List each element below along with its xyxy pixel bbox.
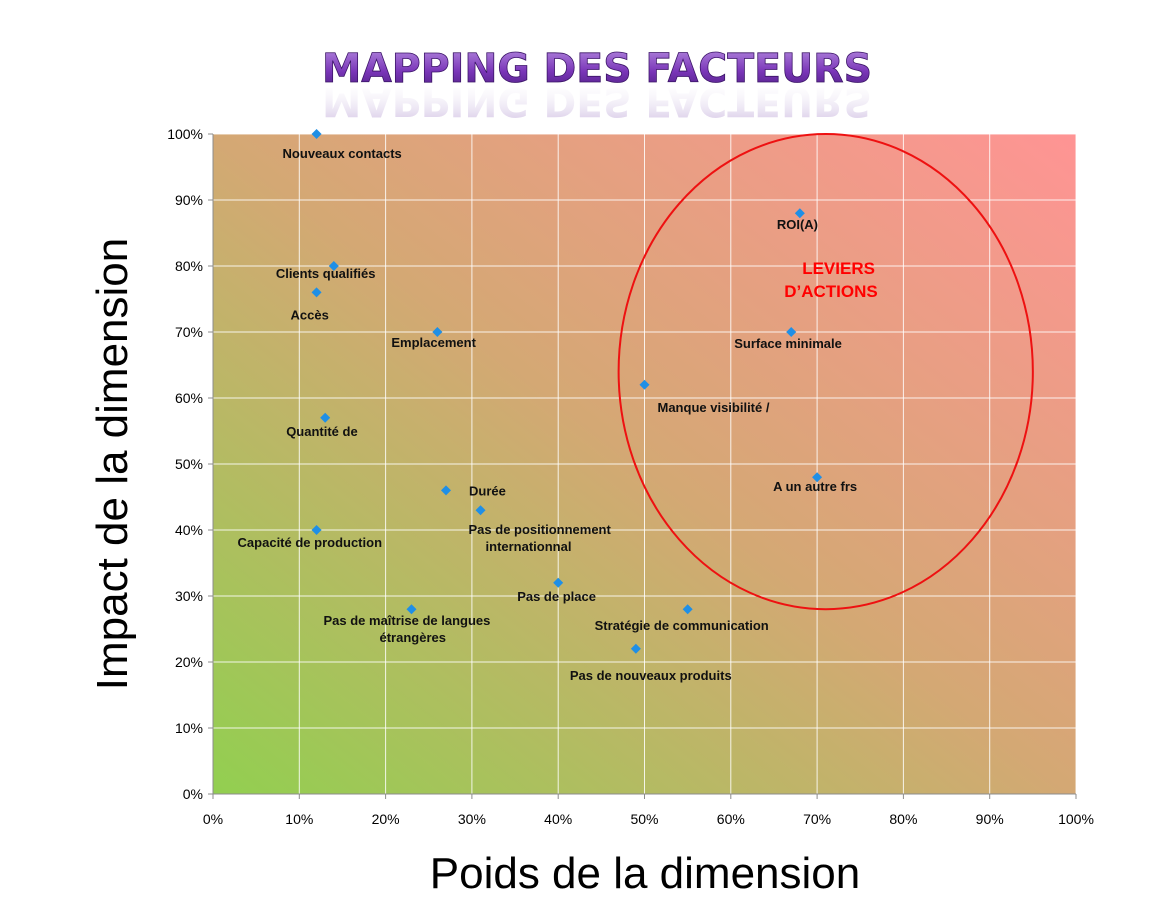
y-tick-label: 70%: [175, 324, 203, 340]
data-point-marker: [311, 129, 322, 139]
x-tick-label: 10%: [285, 811, 313, 827]
y-tick-label: 10%: [175, 720, 203, 736]
data-point-marker: [320, 412, 331, 423]
y-tick-label: 60%: [175, 390, 203, 406]
data-point-label: Clients qualifiés: [276, 266, 376, 281]
x-tick-label: 90%: [976, 811, 1004, 827]
data-point-label: Surface minimale: [734, 336, 842, 351]
data-point-marker: [794, 208, 805, 219]
point-labels: Nouveaux contacts Clients qualifiés Accès E…: [238, 146, 858, 683]
x-tick-label: 80%: [889, 811, 917, 827]
gridlines: [213, 133, 1077, 794]
data-point-marker: [406, 604, 417, 615]
data-point-marker: [311, 525, 322, 535]
data-point-label: Manque visibilité /: [658, 400, 770, 415]
data-point-label: Pas de maîtrise de langues étrangères: [323, 613, 490, 645]
y-tick-label: 40%: [175, 522, 203, 538]
x-tick-label: 0%: [203, 811, 223, 827]
y-tick-label: 50%: [175, 456, 203, 472]
data-point-marker: [630, 643, 641, 654]
data-point-label: Pas de positionnement internationnal: [469, 522, 612, 554]
chart-title: MAPPING DES FACTEURS: [322, 46, 872, 92]
action-levers-label: LEVIERS D’ACTIONS: [784, 259, 878, 301]
data-points: [311, 129, 823, 654]
y-tick-label: 90%: [175, 192, 203, 208]
x-tick-label: 70%: [803, 811, 831, 827]
x-tick-label: 30%: [458, 811, 486, 827]
data-point-label: ROI(A): [777, 217, 818, 232]
y-tick-label: 20%: [175, 654, 203, 670]
action-levers-ellipse: [617, 133, 1034, 611]
x-tick-label: 60%: [717, 811, 745, 827]
data-point-label: Nouveaux contacts: [283, 146, 402, 161]
data-point-marker: [432, 327, 443, 337]
data-point-label: Accès: [291, 307, 329, 322]
data-point-marker: [441, 485, 452, 496]
data-point-label: Stratégie de communication: [595, 618, 769, 633]
x-tick-label: 20%: [372, 811, 400, 827]
data-point-label: Emplacement: [391, 335, 476, 350]
y-tick-label: 80%: [175, 258, 203, 274]
x-tick-label: 100%: [1058, 811, 1094, 827]
data-point-marker: [682, 604, 693, 615]
chart-title-reflection: MAPPING DES FACTEURS: [322, 78, 872, 124]
data-point-marker: [553, 577, 564, 588]
data-point-label: Capacité de production: [238, 535, 383, 550]
y-tick-label: 100%: [167, 126, 203, 142]
data-point-label: Durée: [469, 483, 506, 498]
data-point-marker: [812, 472, 823, 483]
y-tick-label: 30%: [175, 588, 203, 604]
data-point-marker: [786, 327, 797, 337]
data-point-marker: [311, 287, 322, 298]
y-tick-label: 0%: [183, 786, 203, 802]
x-tick-label: 50%: [630, 811, 658, 827]
chart-title-group: MAPPING DES FACTEURS MAPPING DES FACTEUR…: [322, 46, 873, 124]
data-point-label: A un autre frs: [773, 479, 857, 494]
y-axis-title: Impact de la dimension: [88, 238, 137, 690]
data-point-marker: [475, 505, 486, 516]
data-point-marker: [639, 379, 650, 390]
axes: 0% 10% 20% 30% 40% 50% 60% 70% 80% 90% 100% 0% 10% 20…: [167, 126, 1094, 827]
data-point-label: Pas de nouveaux produits: [570, 668, 732, 683]
x-tick-label: 40%: [544, 811, 572, 827]
data-point-label: Quantité de: [286, 424, 358, 439]
x-axis-title: Poids de la dimension: [430, 849, 860, 898]
data-point-label: Pas de place: [517, 589, 596, 604]
data-point-marker: [328, 261, 339, 271]
